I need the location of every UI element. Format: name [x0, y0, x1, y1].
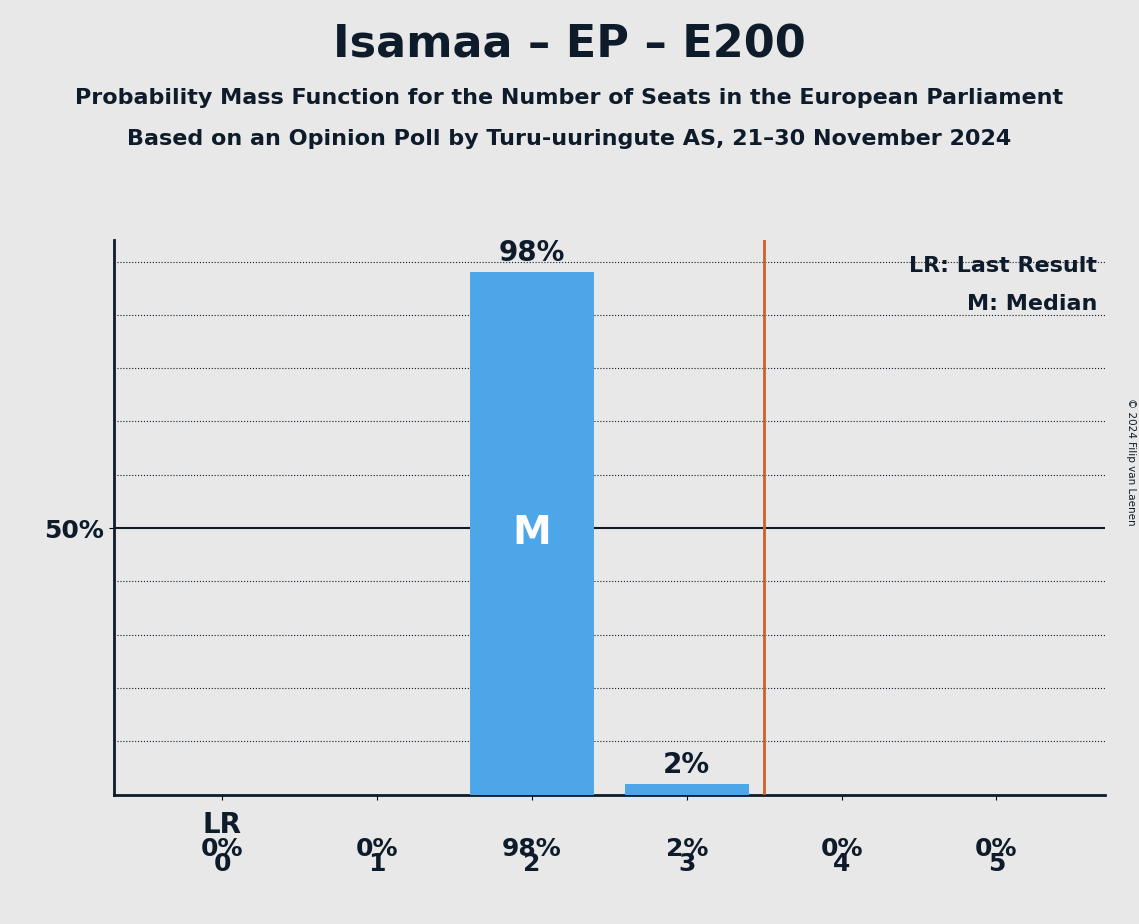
- Text: M: Median: M: Median: [967, 294, 1097, 313]
- Text: Based on an Opinion Poll by Turu-uuringute AS, 21–30 November 2024: Based on an Opinion Poll by Turu-uuringu…: [128, 129, 1011, 150]
- Text: 0%: 0%: [975, 837, 1018, 861]
- Text: Probability Mass Function for the Number of Seats in the European Parliament: Probability Mass Function for the Number…: [75, 88, 1064, 108]
- Text: LR: Last Result: LR: Last Result: [909, 256, 1097, 276]
- Text: 2%: 2%: [665, 837, 708, 861]
- Text: 98%: 98%: [502, 837, 562, 861]
- Bar: [625, 784, 748, 795]
- Text: 0%: 0%: [200, 837, 244, 861]
- Text: 0%: 0%: [820, 837, 863, 861]
- Text: LR: LR: [203, 810, 241, 839]
- Text: 98%: 98%: [499, 239, 565, 267]
- Text: 2%: 2%: [663, 750, 711, 779]
- Text: © 2024 Filip van Laenen: © 2024 Filip van Laenen: [1126, 398, 1136, 526]
- Text: 0%: 0%: [355, 837, 399, 861]
- Text: M: M: [513, 515, 551, 553]
- Text: Isamaa – EP – E200: Isamaa – EP – E200: [333, 23, 806, 67]
- Bar: [470, 273, 593, 795]
